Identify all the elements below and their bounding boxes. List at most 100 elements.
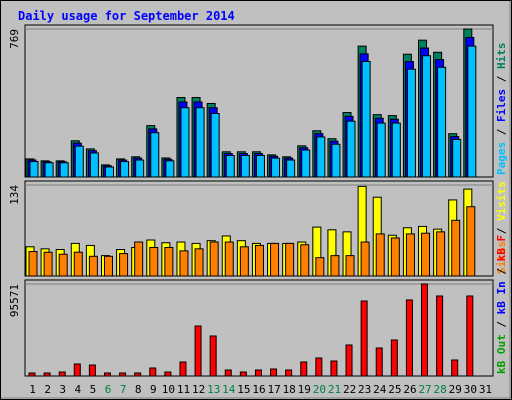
bar — [330, 360, 338, 377]
bar — [28, 251, 38, 277]
x-tick-label: 4 — [75, 383, 82, 396]
bar — [73, 251, 83, 277]
bar — [43, 251, 53, 277]
x-tick-label: 28 — [434, 383, 447, 396]
bar — [239, 371, 247, 377]
bar — [59, 162, 69, 178]
bar — [44, 162, 54, 178]
bar — [421, 232, 431, 277]
bar — [119, 253, 129, 277]
bar — [88, 364, 96, 377]
legend-entry: kB In — [495, 281, 508, 314]
x-tick-label: 8 — [135, 383, 142, 396]
bar — [195, 107, 205, 178]
bar — [164, 246, 174, 277]
x-tick-label: 22 — [343, 383, 356, 396]
bar — [89, 152, 99, 178]
bar — [300, 361, 308, 377]
bar — [179, 361, 187, 377]
x-tick-label: 6 — [105, 383, 112, 396]
legend-separator: / — [495, 69, 508, 89]
x-tick-label: 13 — [207, 383, 220, 396]
bar — [210, 112, 220, 178]
bar — [331, 143, 341, 178]
bar — [254, 244, 264, 277]
bar — [103, 255, 113, 277]
bar — [316, 136, 326, 178]
bar — [149, 246, 159, 277]
panel — [24, 279, 494, 377]
bar — [58, 253, 68, 277]
bar — [240, 154, 250, 178]
bar — [466, 295, 474, 377]
bar — [149, 367, 157, 377]
x-tick-label: 10 — [162, 383, 175, 396]
x-tick-label: 14 — [222, 383, 236, 396]
x-tick-label: 18 — [283, 383, 296, 396]
bar — [436, 231, 446, 277]
legend-entry: Hits — [495, 43, 508, 70]
bar — [254, 369, 262, 377]
x-tick-label: 2 — [44, 383, 51, 396]
x-tick-label: 11 — [177, 383, 190, 396]
legend-separator: / — [495, 261, 508, 281]
y-tick-label: 769 — [8, 29, 21, 49]
bar — [422, 55, 432, 178]
bar — [452, 138, 462, 178]
bar — [375, 233, 385, 277]
bar — [180, 107, 190, 178]
bar — [194, 325, 202, 377]
bar — [134, 241, 144, 277]
bar — [88, 255, 98, 277]
y-tick-label: 95571 — [8, 284, 21, 317]
x-tick-label: 1 — [29, 383, 36, 396]
bar — [29, 161, 39, 178]
x-tick-label: 16 — [252, 383, 265, 396]
y-tick-label: 134 — [8, 185, 21, 205]
bar — [345, 255, 355, 277]
bar — [103, 372, 111, 377]
legend-entry: kB Out — [495, 334, 508, 374]
bar — [466, 206, 476, 277]
legend-entry: Pages — [495, 142, 508, 175]
bar — [330, 255, 340, 277]
bar — [270, 242, 280, 277]
bar — [225, 154, 235, 178]
bar — [300, 244, 310, 277]
x-tick-label: 27 — [418, 383, 431, 396]
bar — [451, 359, 459, 377]
x-tick-label: 12 — [192, 383, 205, 396]
x-tick-label: 9 — [150, 383, 157, 396]
bar — [134, 372, 142, 377]
legend-entry: kB F — [495, 235, 508, 262]
legend: Pages / Files / Hits — [495, 43, 508, 176]
bar — [315, 257, 325, 277]
bar — [271, 157, 281, 178]
bar — [361, 61, 371, 178]
bar — [390, 237, 400, 277]
legend-entry: Sites — [495, 241, 508, 274]
bar — [406, 68, 416, 178]
bar — [375, 347, 383, 377]
bar — [346, 120, 356, 178]
x-tick-label: 7 — [120, 383, 127, 396]
bar — [104, 166, 114, 178]
x-tick-label: 15 — [237, 383, 250, 396]
bar — [209, 335, 217, 377]
bar — [391, 122, 401, 178]
bar — [224, 369, 232, 377]
bar — [74, 145, 84, 178]
bar — [43, 372, 51, 377]
bar — [376, 122, 386, 178]
bar — [301, 149, 311, 178]
legend-entry: Visits — [495, 181, 508, 221]
x-tick-label: 20 — [313, 383, 326, 396]
bar — [194, 248, 204, 277]
bar — [467, 45, 477, 178]
x-tick-label: 25 — [388, 383, 401, 396]
bar — [421, 283, 429, 377]
bar — [209, 241, 219, 277]
bar — [285, 242, 295, 277]
